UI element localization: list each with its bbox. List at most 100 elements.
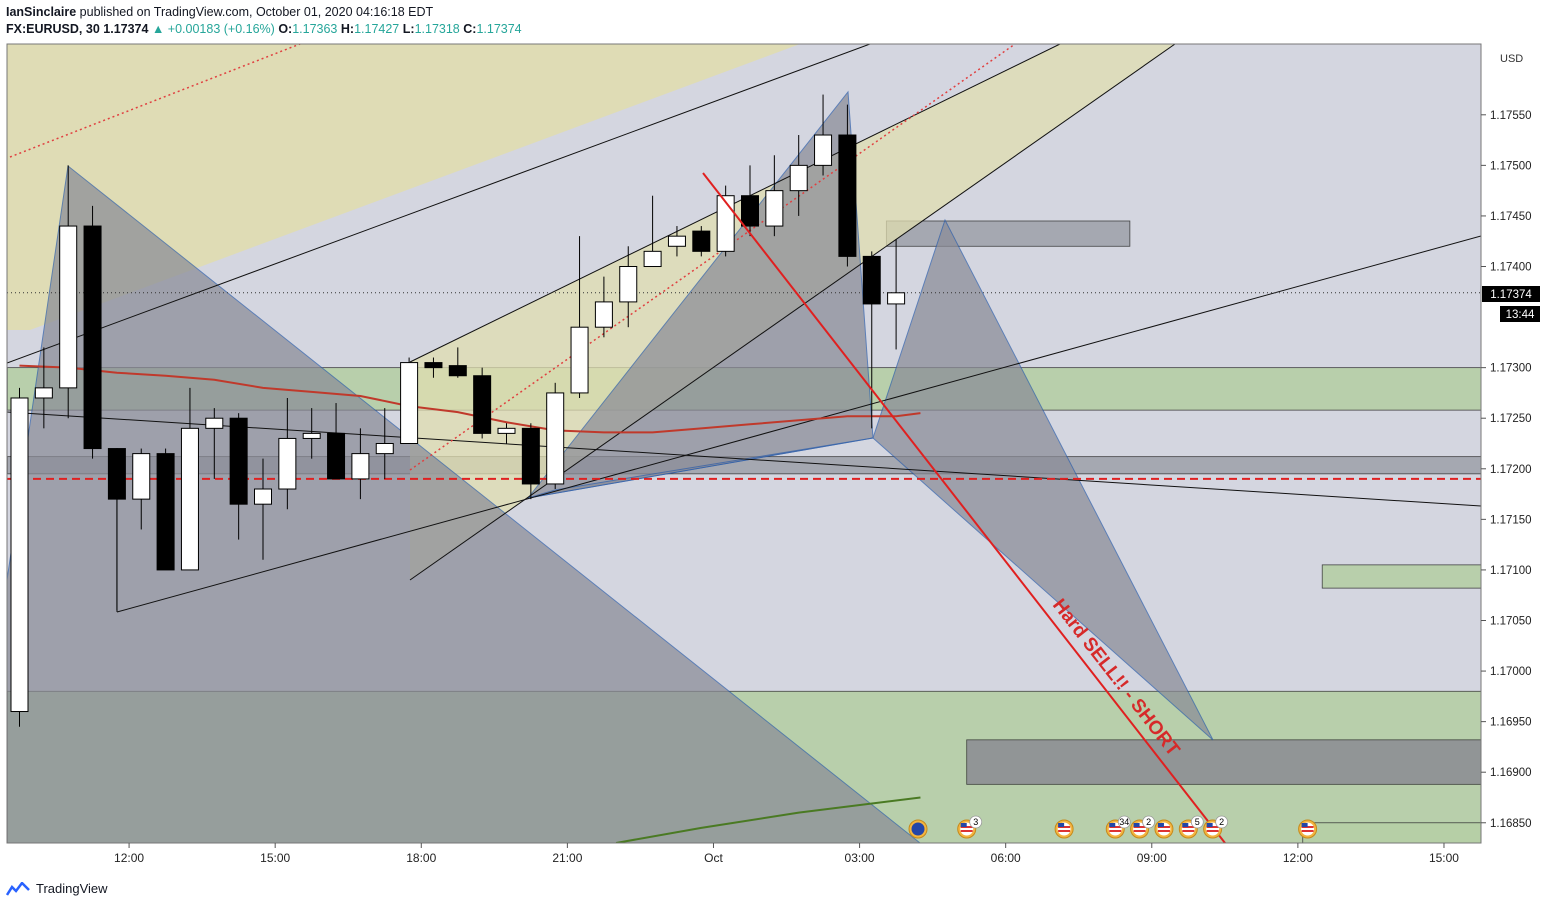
candle-33[interactable] bbox=[814, 94, 833, 176]
candle-36[interactable] bbox=[887, 239, 906, 350]
event-count: 2 bbox=[1219, 817, 1224, 827]
zone-3 bbox=[1321, 564, 1481, 589]
candle-12[interactable] bbox=[302, 408, 321, 459]
x-tick-label: 15:00 bbox=[260, 851, 290, 865]
y-tick-label: 1.17550 bbox=[1490, 110, 1532, 122]
candle-30[interactable] bbox=[741, 165, 759, 237]
candle-3[interactable] bbox=[83, 205, 102, 459]
high-label: H: bbox=[340, 22, 355, 36]
y-tick-label: 1.17100 bbox=[1490, 565, 1532, 577]
x-tick-label: 09:00 bbox=[1137, 851, 1167, 865]
open-label: O: bbox=[278, 22, 293, 36]
low-value: 1.17318 bbox=[414, 22, 460, 36]
candle-13[interactable] bbox=[327, 403, 346, 480]
candle-34[interactable] bbox=[838, 104, 857, 267]
candle-28[interactable] bbox=[692, 226, 711, 257]
x-tick-label: 18:00 bbox=[406, 851, 436, 865]
candle-18[interactable] bbox=[448, 347, 467, 378]
x-tick-label: 12:00 bbox=[114, 851, 144, 865]
trend-line-2 bbox=[409, 44, 1061, 363]
x-tick-label: 12:00 bbox=[1283, 851, 1313, 865]
y-tick-label: 1.16850 bbox=[1490, 818, 1532, 830]
candle-5[interactable] bbox=[132, 448, 151, 530]
economic-event-8[interactable] bbox=[1298, 819, 1318, 839]
candle-26[interactable] bbox=[643, 195, 662, 268]
low-label: L: bbox=[402, 22, 415, 36]
trend-line-4 bbox=[116, 235, 1481, 613]
y-tick-label: 1.17000 bbox=[1490, 666, 1532, 678]
candle-21[interactable] bbox=[521, 423, 540, 500]
symbol-info: FX:EURUSD, 30 1.17374 ▲ +0.00183 (+0.16%… bbox=[6, 22, 522, 36]
publish-info: IanSinclaire published on TradingView.co… bbox=[6, 5, 433, 19]
time-axis[interactable]: 12:00 15:00 18:00 21:00 Oct 03:00 06:00 09:00 12… bbox=[114, 843, 1459, 865]
moving-average-long-line bbox=[615, 796, 921, 843]
candle-20[interactable] bbox=[497, 423, 516, 444]
candle-25[interactable] bbox=[619, 246, 638, 328]
trend-line-5 bbox=[7, 411, 1481, 507]
candle-24[interactable] bbox=[594, 276, 613, 338]
y-tick-label: 1.17300 bbox=[1490, 363, 1532, 375]
candle-1[interactable] bbox=[34, 347, 53, 429]
x-tick-label: 06:00 bbox=[991, 851, 1021, 865]
event-count: 34 bbox=[1119, 817, 1129, 827]
candle-9[interactable] bbox=[229, 413, 248, 540]
economic-event-1[interactable]: 3 bbox=[957, 815, 983, 839]
economic-event-5[interactable] bbox=[1154, 819, 1174, 839]
economic-event-7[interactable]: 2 bbox=[1203, 815, 1229, 839]
candles bbox=[10, 94, 906, 727]
price-change: +0.00183 (+0.16%) bbox=[167, 22, 275, 36]
close-value: 1.17374 bbox=[476, 22, 522, 36]
publish-text: published on TradingView.com, October 01… bbox=[79, 5, 434, 19]
y-tick-label: 1.17150 bbox=[1490, 514, 1532, 526]
economic-event-2[interactable] bbox=[1054, 819, 1074, 839]
economic-event-3[interactable]: 34 bbox=[1105, 815, 1131, 839]
candle-11[interactable] bbox=[278, 397, 297, 510]
candle-15[interactable] bbox=[375, 408, 394, 479]
candle-35[interactable] bbox=[862, 251, 881, 429]
high-value: 1.17427 bbox=[354, 22, 400, 36]
y-tick-label: 1.17200 bbox=[1490, 464, 1532, 476]
x-tick-label: 21:00 bbox=[552, 851, 582, 865]
candle-31[interactable] bbox=[765, 155, 784, 237]
trend-line-3 bbox=[409, 44, 1176, 581]
economic-event-0[interactable] bbox=[908, 819, 928, 839]
candle-7[interactable] bbox=[180, 387, 199, 571]
close-label: C: bbox=[463, 22, 477, 36]
x-tick-label: 15:00 bbox=[1429, 851, 1459, 865]
candle-17[interactable] bbox=[424, 357, 443, 378]
x-tick-label: Oct bbox=[704, 851, 723, 865]
candle-22[interactable] bbox=[546, 382, 565, 490]
event-count: 2 bbox=[1146, 817, 1151, 827]
author-name[interactable]: IanSinclaire bbox=[6, 5, 77, 19]
candle-0[interactable] bbox=[10, 387, 29, 727]
harmonic-left-triangle bbox=[7, 165, 921, 843]
candle-29[interactable] bbox=[716, 185, 735, 257]
last-price-tag: 1.17374 bbox=[1490, 289, 1532, 301]
drawings bbox=[7, 44, 1481, 843]
candle-16[interactable] bbox=[400, 357, 419, 444]
candle-32[interactable] bbox=[789, 135, 808, 216]
candle-10[interactable] bbox=[254, 458, 272, 560]
candle-6[interactable] bbox=[156, 448, 175, 571]
brand-name: TradingView bbox=[36, 881, 108, 896]
candle-8[interactable] bbox=[205, 408, 224, 479]
plot-border bbox=[6, 43, 1482, 844]
economic-event-4[interactable]: 2 bbox=[1130, 815, 1155, 839]
zone-4 bbox=[885, 220, 1131, 247]
last-price: 1.17374 bbox=[103, 22, 149, 36]
last-price-label: 1.17374 bbox=[1482, 286, 1540, 302]
sell-arrow-line bbox=[702, 172, 1226, 843]
candle-27[interactable] bbox=[667, 226, 686, 257]
candle-2[interactable] bbox=[59, 165, 78, 419]
symbol-name: FX:EURUSD, 30 bbox=[6, 22, 100, 36]
economic-event-6[interactable]: 5 bbox=[1178, 815, 1204, 839]
footer-brand[interactable]: TradingView bbox=[6, 881, 108, 896]
candle-23[interactable] bbox=[570, 236, 589, 398]
price-axis[interactable]: 1.16850 1.16900 1.16950 1.17000 1.17050 1.171… bbox=[1481, 110, 1532, 830]
harmonic-mid-base bbox=[527, 437, 874, 499]
candle-14[interactable] bbox=[351, 428, 370, 500]
event-count: 3 bbox=[973, 817, 978, 827]
candle-19[interactable] bbox=[473, 367, 492, 439]
candle-4[interactable] bbox=[107, 448, 126, 611]
price-chart[interactable]: Hard SELL!! - SHORT 3 34 2 5 2 1.168501.1690… bbox=[0, 0, 1548, 880]
